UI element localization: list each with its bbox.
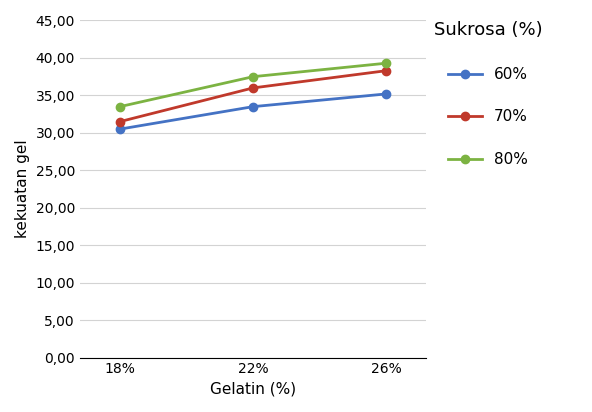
70% [116,119,123,124]
Line: 60%: 60% [115,90,391,133]
Y-axis label: kekuatan gel: kekuatan gel [15,140,30,239]
70% [382,68,390,73]
80% [249,74,256,79]
Line: 70%: 70% [115,66,391,126]
60% [249,104,256,109]
60% [116,126,123,131]
80% [116,104,123,109]
70% [249,85,256,90]
60% [382,91,390,96]
Line: 80%: 80% [115,59,391,111]
Legend: 60%, 70%, 80%: 60%, 70%, 80% [434,21,542,167]
X-axis label: Gelatin (%): Gelatin (%) [210,382,296,397]
80% [382,61,390,66]
